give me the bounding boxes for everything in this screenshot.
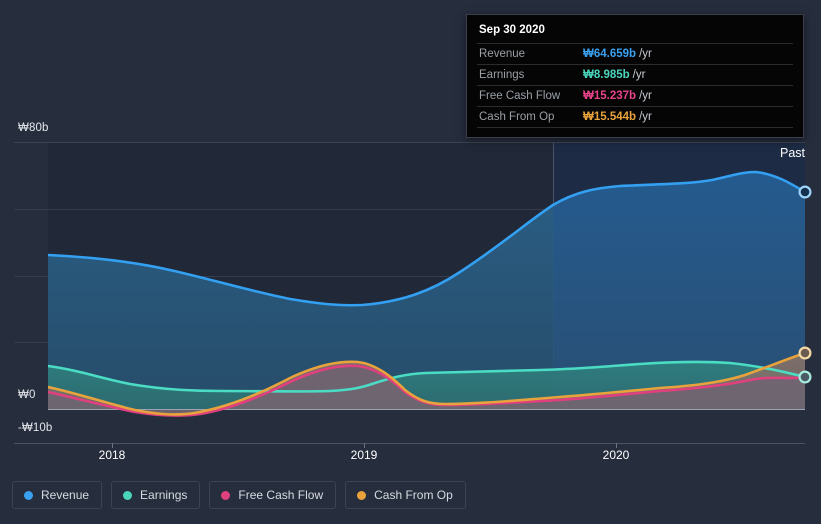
free-cash-flow-line xyxy=(48,364,805,418)
tooltip-row-revenue: Revenue ₩64.659b /yr xyxy=(477,43,793,64)
free-cash-flow-area xyxy=(48,365,805,416)
chart-tooltip: Sep 30 2020 Revenue ₩64.659b /yr Earning… xyxy=(466,14,804,138)
x-axis xyxy=(14,443,805,448)
tooltip-row-earnings: Earnings ₩8.985b /yr xyxy=(477,64,793,85)
tooltip-label-earnings: Earnings xyxy=(479,69,525,81)
revenue-line xyxy=(48,170,805,307)
revenue-area-left xyxy=(48,205,553,409)
legend-dot-revenue-icon xyxy=(24,490,33,500)
x-axis-label-2018: 2018 xyxy=(98,448,126,462)
tooltip-label-free-cash-flow: Free Cash Flow xyxy=(479,90,561,102)
earnings-endpoint-marker xyxy=(798,370,812,384)
tooltip-unit-cash-from-op: /yr xyxy=(639,111,652,123)
legend-label-cash-from-op: Cash From Op xyxy=(374,488,453,502)
tooltip-value-cash-from-op: ₩15.544b xyxy=(583,111,637,123)
cash-from-op-endpoint-marker xyxy=(798,346,812,360)
revenue-endpoint-marker xyxy=(798,185,812,199)
cash-from-op-line xyxy=(48,351,805,416)
legend-dot-cash-from-op-icon xyxy=(357,490,367,500)
tooltip-unit-free-cash-flow: /yr xyxy=(639,90,652,102)
earnings-line xyxy=(48,360,805,393)
tooltip-date: Sep 30 2020 xyxy=(479,24,545,36)
x-axis-label-2019: 2019 xyxy=(350,448,378,462)
tooltip-bottom-divider xyxy=(477,127,793,131)
tooltip-unit-earnings: /yr xyxy=(632,69,646,81)
tooltip-value-free-cash-flow: ₩15.237b xyxy=(583,90,637,102)
legend-label-earnings: Earnings xyxy=(140,488,188,502)
tooltip-label-revenue: Revenue xyxy=(479,48,526,60)
past-label: Past xyxy=(779,146,805,160)
legend-label-revenue: Revenue xyxy=(41,488,90,502)
legend-label-free-cash-flow: Free Cash Flow xyxy=(238,488,324,502)
tooltip-row-free-cash-flow: Free Cash Flow ₩15.237b /yr xyxy=(477,85,793,106)
legend-item-cash-from-op[interactable]: Cash From Op xyxy=(345,481,466,509)
legend-item-earnings[interactable]: Earnings xyxy=(111,481,201,509)
y-axis-label-0: ₩0 xyxy=(18,389,36,401)
tooltip-unit-revenue: /yr xyxy=(639,48,652,60)
tooltip-value-earnings: ₩8.985b xyxy=(583,69,630,81)
legend-dot-earnings-icon xyxy=(123,490,133,500)
tooltip-row-cash-from-op: Cash From Op ₩15.544b /yr xyxy=(477,106,793,127)
legend-item-revenue[interactable]: Revenue xyxy=(12,481,103,509)
y-axis-label-80b: ₩80b xyxy=(18,122,49,134)
tooltip-value-revenue: ₩64.659b xyxy=(583,48,637,60)
legend-dot-free-cash-flow-icon xyxy=(221,490,231,500)
tooltip-label-cash-from-op: Cash From Op xyxy=(479,111,555,123)
chart-legend: Revenue Earnings Free Cash Flow Cash Fro… xyxy=(12,481,466,509)
endpoint-markers xyxy=(798,185,812,384)
revenue-area-right xyxy=(553,172,805,409)
y-axis-label-minus-10b: -₩10b xyxy=(18,422,53,434)
legend-item-free-cash-flow[interactable]: Free Cash Flow xyxy=(209,481,337,509)
x-axis-label-2020: 2020 xyxy=(602,448,630,462)
